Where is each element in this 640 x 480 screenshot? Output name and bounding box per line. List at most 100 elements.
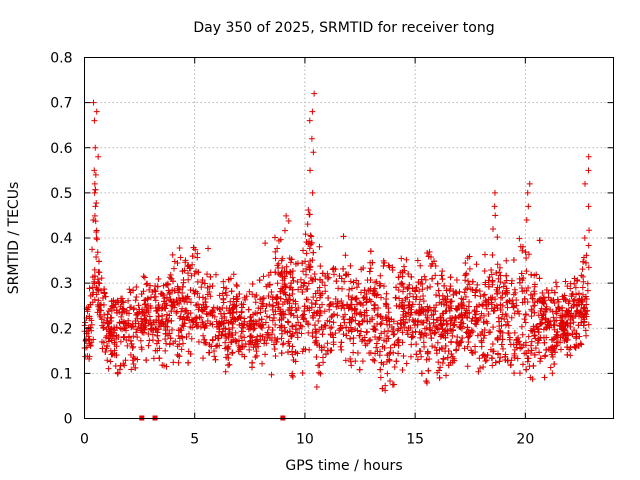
data-point: [464, 343, 471, 350]
data-point: [200, 301, 207, 308]
data-point: [511, 370, 518, 377]
data-point: [447, 274, 454, 281]
data-point: [476, 355, 483, 362]
data-point: [292, 300, 299, 307]
data-point: [89, 246, 96, 253]
data-point: [133, 283, 140, 290]
data-point: [393, 358, 400, 365]
data-point: [408, 341, 415, 348]
data-point: [383, 314, 390, 321]
data-point: [206, 288, 213, 295]
data-point: [299, 260, 306, 267]
data-point: [294, 314, 301, 321]
data-point: [348, 362, 355, 369]
data-point: [435, 287, 442, 294]
data-point: [223, 292, 230, 299]
data-point: [474, 332, 481, 339]
data-point: [292, 326, 299, 333]
data-point: [317, 370, 324, 377]
data-point: [220, 278, 227, 285]
data-point: [356, 366, 363, 373]
data-point: [430, 319, 437, 326]
data-point: [419, 319, 426, 326]
data-point: [299, 312, 306, 319]
data-point: [110, 329, 117, 336]
data-point: [128, 366, 135, 373]
data-point: [545, 290, 552, 297]
data-point: [536, 275, 543, 282]
data-point: [350, 349, 357, 356]
data-point: [282, 291, 289, 298]
data-point: [307, 167, 314, 174]
data-point: [340, 316, 347, 323]
data-point: [496, 318, 503, 325]
data-point: [573, 291, 580, 298]
data-point: [490, 225, 497, 232]
data-point: [499, 302, 506, 309]
data-point: [409, 316, 416, 323]
data-point: [456, 323, 463, 330]
data-point: [114, 369, 121, 376]
data-point: [461, 345, 468, 352]
data-point: [342, 311, 349, 318]
data-point: [383, 301, 390, 308]
data-point: [134, 356, 141, 363]
data-point: [553, 342, 560, 349]
data-point: [229, 349, 236, 356]
data-point: [522, 319, 529, 326]
data-point: [505, 329, 512, 336]
data-point: [580, 322, 587, 329]
data-point: [87, 292, 94, 299]
data-point: [309, 333, 316, 340]
data-point: [104, 357, 111, 364]
data-point: [179, 290, 186, 297]
data-point: [222, 331, 229, 338]
data-point: [144, 295, 151, 302]
data-point: [542, 308, 549, 315]
data-point: [322, 351, 329, 358]
data-point: [496, 284, 503, 291]
data-point: [160, 282, 167, 289]
data-point: [143, 281, 150, 288]
data-point: [401, 267, 408, 274]
data-point: [151, 287, 158, 294]
data-point: [489, 362, 496, 369]
data-point: [238, 301, 245, 308]
data-point: [201, 336, 208, 343]
data-point: [367, 277, 374, 284]
data-point: [531, 281, 538, 288]
data-point: [472, 311, 479, 318]
data-point: [474, 317, 481, 324]
data-point: [521, 287, 528, 294]
data-point: [133, 329, 140, 336]
data-point: [309, 277, 316, 284]
data-point: [306, 266, 313, 273]
data-point: [187, 351, 194, 358]
data-point: [369, 316, 376, 323]
data-point: [464, 324, 471, 331]
data-point: [582, 293, 589, 300]
data-point: [132, 320, 139, 327]
data-point: [458, 311, 465, 318]
data-point: [256, 277, 263, 284]
data-point: [378, 359, 385, 366]
data-point: [408, 273, 415, 280]
data-point: [152, 326, 159, 333]
data-point: [168, 317, 175, 324]
data-point: [262, 351, 269, 358]
data-point: [451, 321, 458, 328]
data-point: [249, 291, 256, 298]
data-point: [264, 329, 271, 336]
data-point: [220, 299, 227, 306]
data-point: [519, 243, 526, 250]
data-point: [472, 287, 479, 294]
data-point: [465, 333, 472, 340]
data-point: [393, 284, 400, 291]
data-point: [310, 249, 317, 256]
data-point: [494, 336, 501, 343]
data-point: [521, 295, 528, 302]
data-point: [550, 322, 557, 329]
data-point: [585, 321, 592, 328]
data-point: [537, 308, 544, 315]
data-point: [369, 259, 376, 266]
